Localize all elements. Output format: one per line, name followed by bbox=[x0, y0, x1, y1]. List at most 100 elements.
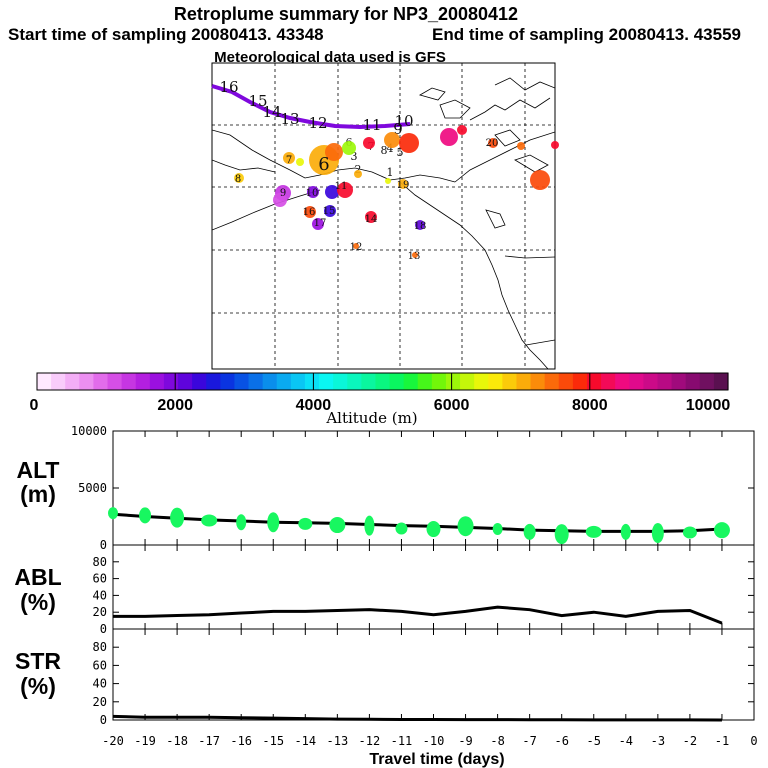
plume-cluster-label: 15 bbox=[323, 206, 336, 217]
abl-panel-title: ABL bbox=[14, 564, 61, 590]
alt-cluster-marker bbox=[201, 514, 218, 527]
plume-cluster-label: 13 bbox=[408, 251, 421, 262]
plume-cluster bbox=[488, 138, 498, 148]
colorbar-cell bbox=[586, 373, 602, 390]
alt-plot-area: 10000 5000 0 bbox=[71, 424, 755, 552]
colorbar-cell bbox=[544, 373, 560, 390]
y-tick-label: 60 bbox=[93, 658, 107, 672]
alt-cluster-marker bbox=[108, 507, 118, 520]
track-label: 1 bbox=[387, 166, 394, 179]
str-panel-unit: (%) bbox=[20, 673, 56, 699]
colorbar-cell bbox=[248, 373, 264, 390]
track-label: 15 bbox=[248, 92, 267, 110]
colorbar-cell bbox=[657, 373, 673, 390]
colorbar: 0 2000 4000 6000 8000 10000 Altitude (m) bbox=[30, 372, 731, 427]
x-tick-label: -11 bbox=[391, 734, 413, 748]
y-tick-label: 0 bbox=[100, 622, 107, 636]
plume-cluster bbox=[273, 193, 287, 207]
alt-panel-unit: (m) bbox=[20, 481, 56, 507]
x-tick-label: -17 bbox=[198, 734, 220, 748]
x-tick-label: -6 bbox=[554, 734, 568, 748]
alt-cluster-marker bbox=[620, 523, 631, 540]
plume-cluster bbox=[325, 143, 343, 161]
plume-cluster-label: 6 bbox=[318, 154, 329, 175]
alt-cluster-marker bbox=[170, 507, 185, 528]
y-tick-label: 80 bbox=[93, 640, 107, 654]
colorbar-cell bbox=[178, 373, 193, 390]
colorbar-cell bbox=[417, 373, 433, 390]
plume-cluster bbox=[415, 220, 425, 230]
map-frame bbox=[211, 62, 556, 370]
x-axis: -20 -19 -18 -17 -16 -15 -14 -13 -12 -11 -10 -9 -8 -7-… bbox=[102, 734, 757, 748]
colorbar-cell bbox=[601, 373, 616, 390]
plume-cluster-label: 8 bbox=[235, 174, 241, 185]
start-time-label: Start time of sampling 20080413. 43348 bbox=[8, 25, 324, 44]
plume-cluster bbox=[354, 170, 362, 178]
alt-cluster-marker bbox=[139, 507, 152, 524]
track-label: 5 bbox=[397, 146, 404, 159]
colorbar-cell bbox=[502, 373, 518, 390]
plume-cluster bbox=[304, 206, 316, 218]
track-label: 16 bbox=[219, 78, 238, 96]
colorbar-cell bbox=[643, 373, 659, 390]
x-tick-label: -12 bbox=[359, 734, 381, 748]
colorbar-cell bbox=[107, 373, 123, 390]
plume-cluster bbox=[530, 170, 550, 190]
y-tick-label: 0 bbox=[100, 713, 107, 727]
abl-panel-frame bbox=[112, 544, 755, 630]
abl-plot-area: 80 60 40 20 0 bbox=[93, 545, 755, 636]
str-panel: STR (%) 80 60 40 20 0 bbox=[15, 628, 755, 727]
plume-cluster bbox=[296, 158, 304, 166]
plume-cluster-label: 11 bbox=[335, 181, 348, 192]
x-axis-label: Travel time (days) bbox=[369, 751, 504, 768]
y-tick-label: 60 bbox=[93, 572, 107, 586]
plume-cluster bbox=[307, 186, 319, 198]
plume-cluster-label: 20 bbox=[486, 138, 499, 149]
plume-cluster-label: 19 bbox=[397, 180, 410, 191]
y-tick-label: 10000 bbox=[71, 424, 107, 438]
x-tick-label: -4 bbox=[619, 734, 633, 748]
colorbar-cell bbox=[572, 373, 588, 390]
plume-cluster-label: 9 bbox=[280, 188, 286, 199]
end-time-label: End time of sampling 20080413. 43559 bbox=[432, 25, 741, 44]
plume-cluster bbox=[363, 137, 375, 149]
str-plot-area: 80 60 40 20 0 bbox=[93, 629, 755, 727]
plume-cluster bbox=[551, 141, 559, 149]
plume-cluster bbox=[337, 182, 353, 198]
colorbar-cell bbox=[403, 373, 419, 390]
colorbar-cell bbox=[558, 373, 574, 390]
colorbar-cell bbox=[79, 373, 95, 390]
colorbar-tick-label: 2000 bbox=[157, 397, 193, 414]
colorbar-cells bbox=[37, 373, 729, 390]
x-tick-label: -1 bbox=[715, 734, 729, 748]
coastlines bbox=[212, 77, 555, 369]
str-panel-title: STR bbox=[15, 648, 61, 674]
x-tick-label: -16 bbox=[230, 734, 252, 748]
colorbar-cell bbox=[304, 373, 320, 390]
x-tick-label: -18 bbox=[166, 734, 188, 748]
colorbar-tick-label: 10000 bbox=[686, 397, 731, 414]
track-label: 4 bbox=[387, 142, 394, 155]
colorbar-cell bbox=[474, 373, 489, 390]
colorbar-cell bbox=[290, 373, 306, 390]
x-tick-label: -5 bbox=[587, 734, 601, 748]
plume-cluster bbox=[325, 185, 339, 199]
alt-cluster-marker bbox=[457, 516, 474, 537]
alt-cluster-marker bbox=[364, 515, 375, 536]
x-tick-label: -19 bbox=[134, 734, 156, 748]
abl-panel: ABL (%) 80 60 40 20 0 bbox=[14, 544, 755, 636]
colorbar-cell bbox=[333, 373, 348, 390]
alt-cluster-marker bbox=[585, 525, 602, 538]
y-tick-label: 80 bbox=[93, 555, 107, 569]
series-line bbox=[112, 714, 722, 722]
x-tick-label: -9 bbox=[458, 734, 472, 748]
colorbar-tick-label: 8000 bbox=[572, 397, 608, 414]
colorbar-cell bbox=[488, 373, 503, 390]
plume-cluster bbox=[312, 218, 324, 230]
alt-cluster-marker bbox=[682, 526, 697, 539]
plume-cluster bbox=[384, 132, 400, 148]
plume-cluster bbox=[440, 128, 458, 146]
y-tick-label: 20 bbox=[93, 605, 107, 619]
plume-cluster-label: 14 bbox=[365, 214, 378, 225]
